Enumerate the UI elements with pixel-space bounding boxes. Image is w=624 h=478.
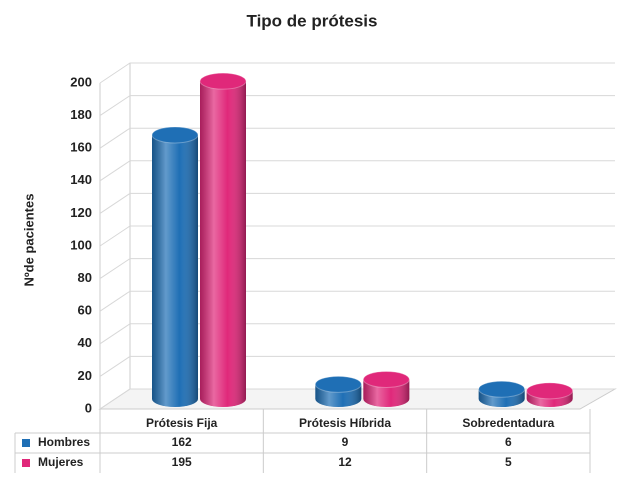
cylinder bbox=[526, 382, 574, 407]
grid-line bbox=[99, 323, 615, 345]
cylinder-top bbox=[314, 375, 362, 393]
table-value: 195 bbox=[172, 455, 192, 469]
grid-line bbox=[99, 258, 615, 280]
cylinder-shade bbox=[152, 134, 198, 407]
cylinder bbox=[314, 375, 362, 407]
table-value: 5 bbox=[505, 455, 512, 469]
y-tick-label: 100 bbox=[70, 237, 92, 252]
y-tick-label: 40 bbox=[78, 335, 92, 350]
y-tick-label: 20 bbox=[78, 368, 92, 383]
table-value: 12 bbox=[338, 455, 352, 469]
legend-label: Hombres bbox=[38, 435, 90, 449]
x-tick-label: Prótesis Fija bbox=[146, 416, 218, 430]
cylinder-shade bbox=[200, 81, 246, 408]
y-axis-label: Nºde pacientes bbox=[21, 194, 36, 287]
cylinder bbox=[199, 72, 247, 408]
grid-line bbox=[99, 95, 615, 117]
chart-title: Tipo de prótesis bbox=[247, 11, 378, 30]
cylinder bbox=[151, 126, 199, 407]
grid-line bbox=[99, 388, 615, 410]
grid-line bbox=[99, 127, 615, 149]
cylinder bbox=[362, 370, 410, 407]
y-tick-label: 0 bbox=[85, 400, 92, 415]
y-tick-label: 80 bbox=[78, 270, 92, 285]
x-tick-label: Sobredentadura bbox=[462, 416, 554, 430]
cylinder bbox=[478, 380, 526, 408]
y-tick-label: 180 bbox=[70, 107, 92, 122]
grid-line bbox=[99, 62, 615, 84]
grid-line bbox=[99, 225, 615, 247]
grid-line bbox=[99, 160, 615, 182]
grid-line bbox=[99, 192, 615, 214]
cylinder-top bbox=[362, 370, 410, 388]
cylinder-top bbox=[478, 380, 526, 398]
y-tick-label: 120 bbox=[70, 205, 92, 220]
grid-line bbox=[99, 355, 615, 377]
table-value: 6 bbox=[505, 435, 512, 449]
cylinder-top bbox=[151, 126, 199, 144]
legend-key bbox=[22, 459, 30, 467]
y-tick-label: 160 bbox=[70, 140, 92, 155]
cylinder-top bbox=[199, 72, 247, 90]
x-tick-label: Prótesis Híbrida bbox=[299, 416, 391, 430]
cylinder-top bbox=[526, 382, 574, 400]
y-tick-label: 60 bbox=[78, 303, 92, 318]
y-tick-label: 140 bbox=[70, 172, 92, 187]
table-value: 9 bbox=[342, 435, 349, 449]
table-value: 162 bbox=[172, 435, 192, 449]
legend-label: Mujeres bbox=[38, 455, 84, 469]
y-tick-label: 200 bbox=[70, 74, 92, 89]
legend-key bbox=[22, 439, 30, 447]
grid-line bbox=[99, 290, 615, 312]
